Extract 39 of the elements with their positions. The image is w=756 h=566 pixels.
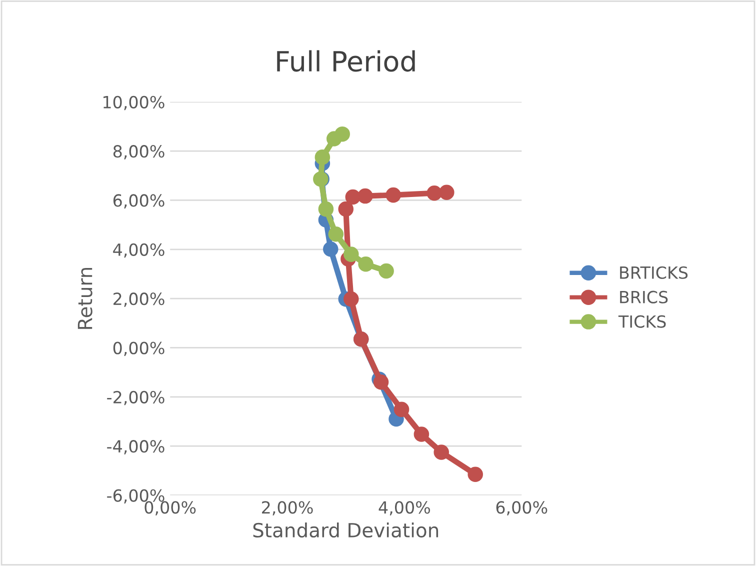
y-tick-label: 2,00% (114, 292, 164, 307)
point (358, 188, 373, 204)
point (386, 187, 401, 203)
point (344, 291, 359, 307)
y-tick-label: 4,00% (113, 243, 164, 258)
y-tick-label: -4,00% (107, 440, 164, 454)
point (378, 263, 394, 279)
point (426, 185, 442, 201)
point (373, 374, 389, 390)
legend-label: BRICS (620, 290, 668, 304)
point (358, 256, 374, 272)
y-tick-label: -6,00% (107, 489, 164, 504)
point (322, 242, 338, 257)
legend-label: TICKS (618, 315, 666, 328)
point (338, 201, 354, 217)
y-tick-label: 8,00% (113, 145, 164, 160)
x-tick-label: 0,00% (144, 501, 196, 516)
x-tick-label: 2,00% (262, 501, 313, 516)
point (328, 226, 344, 242)
point (468, 466, 483, 482)
y-axis-title: Return (78, 268, 92, 329)
y-tick-label: -2,00% (107, 390, 164, 406)
x-tick-label: 4,00% (378, 501, 430, 516)
x-axis-title: Standard Deviation (253, 522, 438, 538)
point (439, 184, 454, 200)
y-tick-label: 10,00% (104, 96, 164, 110)
point (394, 402, 410, 418)
point (345, 189, 361, 205)
y-tick-label: 6,00% (113, 194, 164, 208)
point (326, 131, 342, 146)
chart-title: Full Period (277, 50, 415, 72)
point (434, 444, 450, 460)
point (314, 150, 330, 165)
x-tick-label: 6,00% (496, 501, 548, 516)
legend-label: BRTICKS (620, 266, 688, 279)
point (344, 246, 359, 262)
point (414, 426, 430, 442)
point (318, 201, 334, 217)
y-tick-label: 0,00% (113, 342, 164, 356)
